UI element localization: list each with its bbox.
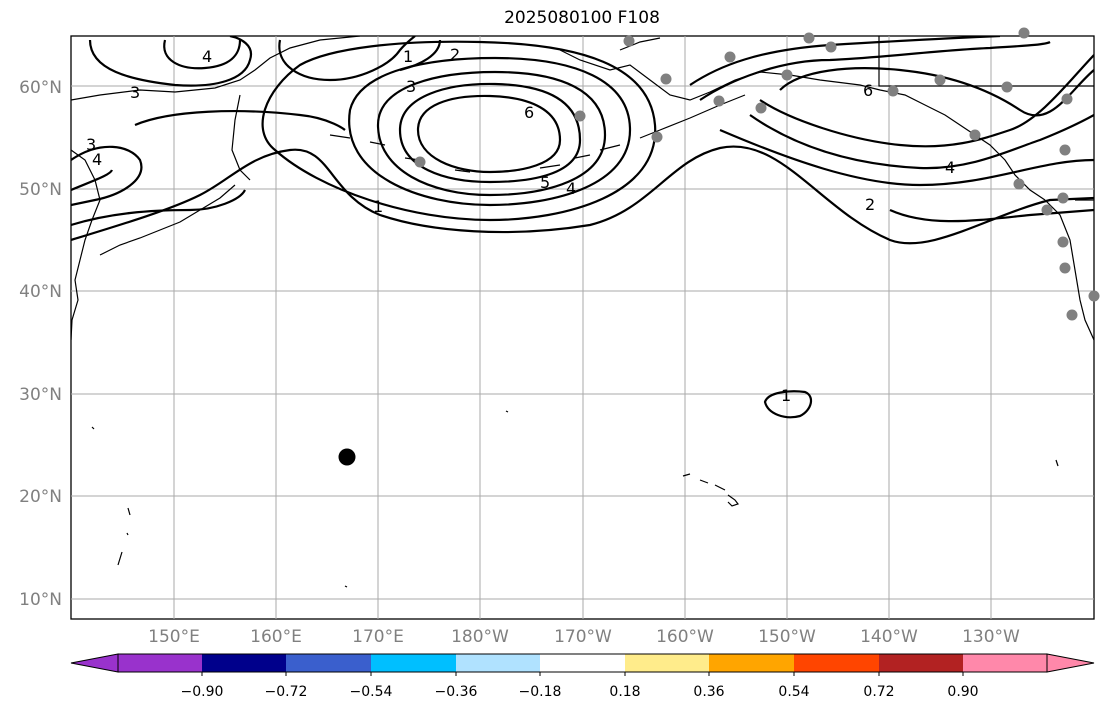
colorbar-tick-label: −0.54 — [350, 684, 393, 700]
lon-label: 140°W — [860, 627, 918, 647]
station-marker — [1013, 178, 1025, 190]
colorbar-tick-label: −0.36 — [435, 684, 478, 700]
colorbar-segment — [709, 654, 794, 672]
station-marker — [1041, 204, 1053, 216]
station-marker — [574, 110, 586, 122]
station-marker — [1088, 290, 1100, 302]
colorbar-tick-label: −0.90 — [181, 684, 224, 700]
contour-label: 4 — [92, 150, 102, 169]
lat-label: 50°N — [19, 180, 62, 200]
colorbar-segment — [963, 654, 1047, 672]
station-marker — [1061, 93, 1073, 105]
contour-label: 1 — [781, 386, 791, 405]
lon-label: 160°W — [656, 627, 714, 647]
lon-label: 160°E — [250, 627, 302, 647]
colorbar-tick-label: 0.36 — [693, 684, 724, 700]
contour-label: 1 — [373, 197, 383, 216]
lat-label: 30°N — [19, 385, 62, 405]
lat-label: 10°N — [19, 590, 62, 610]
station-marker — [803, 32, 815, 44]
station-marker — [755, 102, 767, 114]
lat-label: 20°N — [19, 487, 62, 507]
gridlines — [71, 36, 1094, 619]
colorbar-segment — [625, 654, 709, 672]
station-marker — [1057, 192, 1069, 204]
colorbar-tick-label: 0.54 — [778, 684, 809, 700]
contour-label: 6 — [863, 81, 873, 100]
station-marker — [1059, 262, 1071, 274]
contour-labels: 1 2 3 4 5 6 1 2 4 6 3 3 4 4 1 — [86, 45, 955, 405]
station-marker — [1057, 236, 1069, 248]
contour-label: 4 — [945, 158, 955, 177]
lon-label: 170°E — [352, 627, 404, 647]
station-marker — [623, 35, 635, 47]
station-marker — [934, 74, 946, 86]
contour-label: 5 — [540, 173, 550, 192]
lon-label: 180°W — [451, 627, 509, 647]
station-marker — [660, 73, 672, 85]
contour-label: 1 — [403, 47, 413, 66]
station-marker — [651, 131, 663, 143]
contour-label: 2 — [865, 195, 875, 214]
colorbar-tick-label: 0.72 — [863, 684, 894, 700]
contour-label: 3 — [406, 77, 416, 96]
map-title: 2025080100 F108 — [504, 8, 660, 28]
station-marker — [781, 69, 793, 81]
colorbar: −0.90 −0.72 −0.54 −0.36 −0.18 0.18 0.36 0.54 0.7… — [70, 653, 1095, 700]
latitude-labels: 60°N 50°N 40°N 30°N 20°N 10°N — [19, 78, 62, 610]
colorbar-segment — [879, 654, 963, 672]
colorbar-tick-label: 0.90 — [947, 684, 978, 700]
contour-label: 4 — [202, 47, 212, 66]
station-marker — [969, 129, 981, 141]
station-marker — [414, 156, 426, 168]
contour-label: 2 — [450, 45, 460, 64]
station-markers — [414, 27, 1100, 321]
colorbar-tick-label: −0.72 — [265, 684, 308, 700]
colorbar-segment — [456, 654, 540, 672]
colorbar-segment — [371, 654, 456, 672]
contour-lines — [71, 36, 1094, 419]
colorbar-extend-low — [70, 653, 119, 673]
lon-label: 130°W — [962, 627, 1020, 647]
lon-label: 150°E — [148, 627, 200, 647]
colorbar-extend-high — [1046, 653, 1095, 673]
colorbar-tick-label: −0.18 — [519, 684, 562, 700]
contour-label: 3 — [130, 83, 140, 102]
station-marker — [724, 51, 736, 63]
colorbar-segment — [540, 654, 625, 672]
station-marker — [825, 41, 837, 53]
contour-label: 4 — [566, 179, 576, 198]
colorbar-tick-label: 0.18 — [609, 684, 640, 700]
station-marker — [1018, 27, 1030, 39]
lat-label: 40°N — [19, 282, 62, 302]
contour-label: 3 — [86, 135, 96, 154]
coastlines — [71, 36, 1094, 588]
contour-label: 6 — [524, 103, 534, 122]
station-marker — [1001, 81, 1013, 93]
station-marker — [887, 85, 899, 97]
station-marker — [713, 95, 725, 107]
lat-label: 60°N — [19, 78, 62, 98]
station-marker — [1059, 144, 1071, 156]
colorbar-segment — [118, 654, 202, 672]
colorbar-segment — [794, 654, 879, 672]
station-marker — [1066, 309, 1078, 321]
colorbar-segment — [202, 654, 286, 672]
lon-label: 170°W — [554, 627, 612, 647]
colorbar-segment — [286, 654, 371, 672]
lon-label: 150°W — [758, 627, 816, 647]
storm-position-marker — [338, 448, 356, 466]
longitude-labels: 150°E 160°E 170°E 180°W 170°W 160°W 150°… — [148, 627, 1020, 647]
